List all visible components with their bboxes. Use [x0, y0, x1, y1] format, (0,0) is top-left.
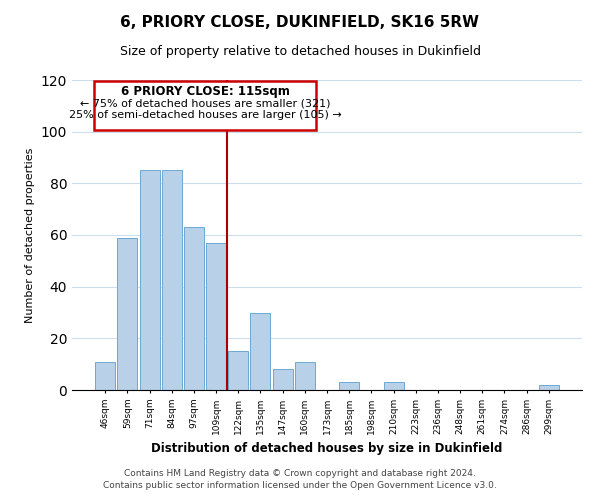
Bar	[383, 382, 404, 390]
Text: 6, PRIORY CLOSE, DUKINFIELD, SK16 5RW: 6, PRIORY CLOSE, DUKINFIELD, SK16 5RW	[121, 15, 479, 30]
Bar	[162, 170, 182, 390]
Text: ← 75% of detached houses are smaller (321): ← 75% of detached houses are smaller (32…	[80, 98, 330, 108]
Bar	[94, 82, 316, 130]
Bar	[184, 227, 204, 390]
Bar	[95, 362, 115, 390]
Bar	[140, 170, 160, 390]
Text: Size of property relative to detached houses in Dukinfield: Size of property relative to detached ho…	[119, 45, 481, 58]
Bar	[250, 312, 271, 390]
Bar	[118, 238, 137, 390]
Text: Contains HM Land Registry data © Crown copyright and database right 2024.
Contai: Contains HM Land Registry data © Crown c…	[103, 468, 497, 490]
Text: 25% of semi-detached houses are larger (105) →: 25% of semi-detached houses are larger (…	[68, 110, 341, 120]
Text: 6 PRIORY CLOSE: 115sqm: 6 PRIORY CLOSE: 115sqm	[121, 85, 289, 98]
Bar	[272, 370, 293, 390]
Bar	[295, 362, 315, 390]
X-axis label: Distribution of detached houses by size in Dukinfield: Distribution of detached houses by size …	[151, 442, 503, 456]
Y-axis label: Number of detached properties: Number of detached properties	[25, 148, 35, 322]
Bar	[339, 382, 359, 390]
Bar	[228, 351, 248, 390]
Bar	[539, 385, 559, 390]
Bar	[206, 243, 226, 390]
